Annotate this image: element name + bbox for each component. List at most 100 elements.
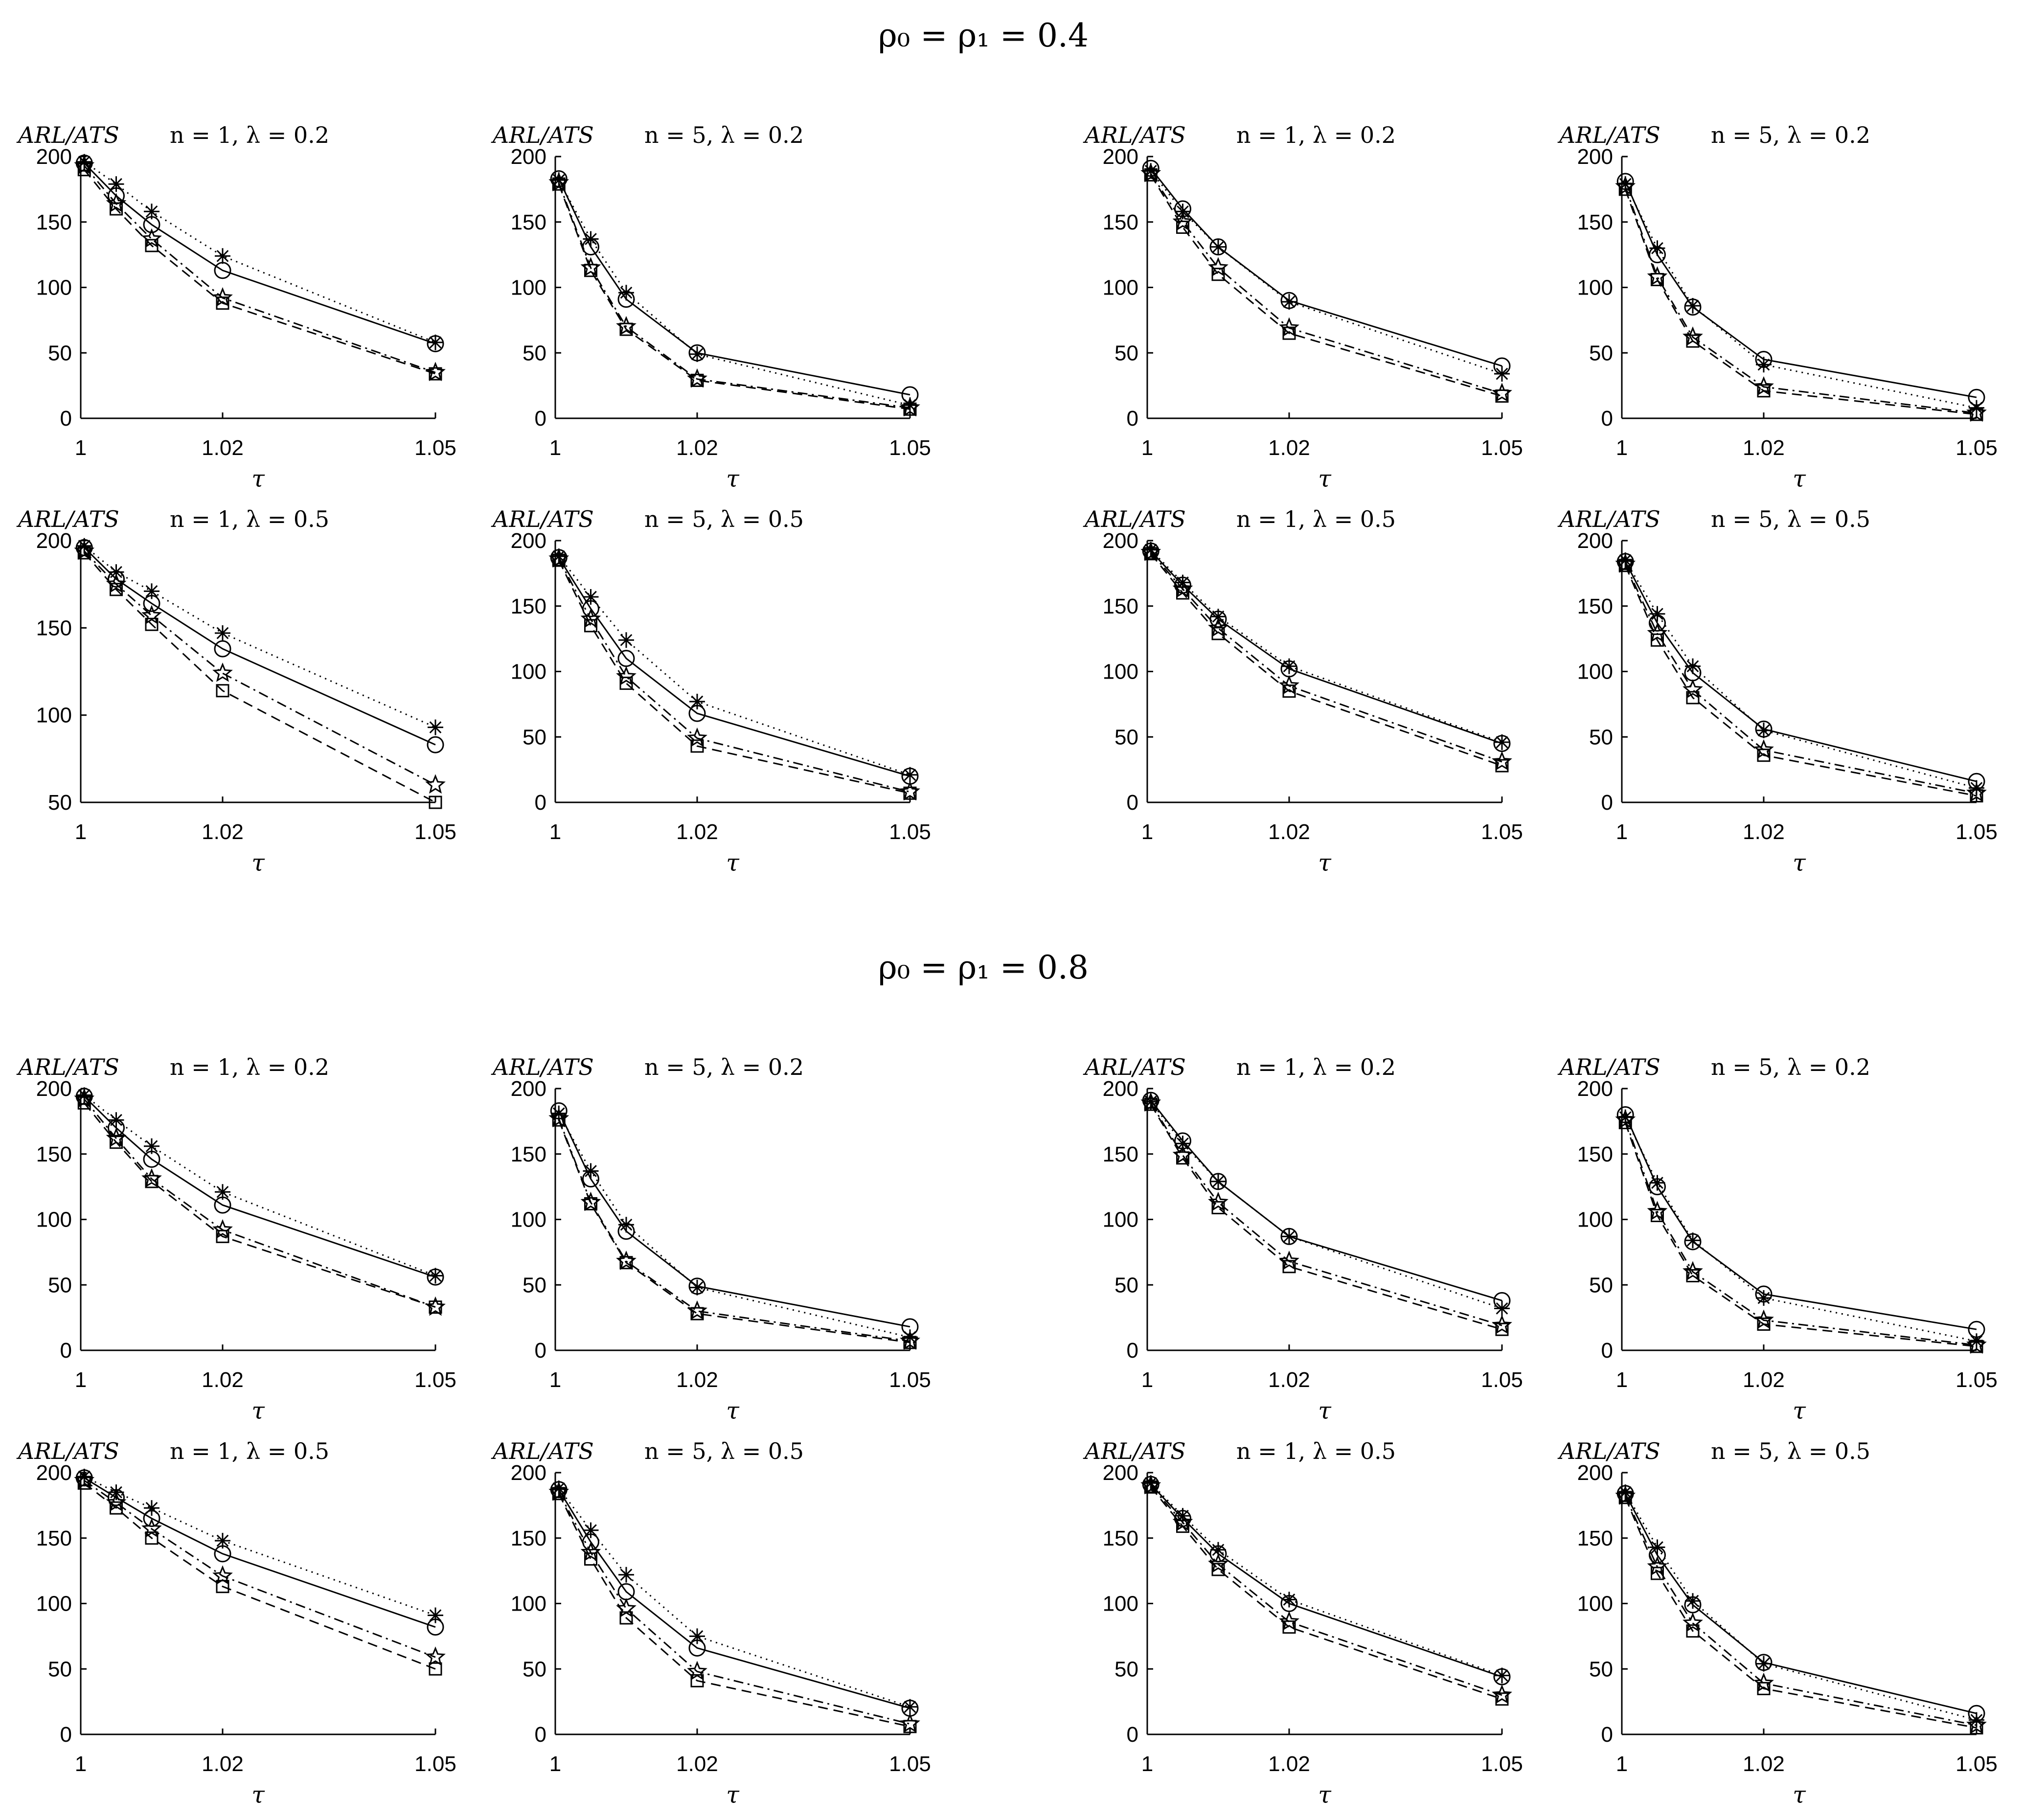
data-point-asterisk — [1281, 1228, 1297, 1245]
x-tick-label: 1.02 — [202, 1752, 244, 1776]
x-tick-label: 1 — [549, 1368, 561, 1392]
data-point-square — [552, 1487, 566, 1501]
y-tick-label: 200 — [511, 1461, 546, 1485]
data-point-asterisk — [428, 1268, 443, 1284]
data-point-square — [552, 1113, 566, 1127]
x-tick-label: 1.05 — [1481, 436, 1523, 460]
chart-panel: ARL/ATS n = 5, λ = 0.2 0 50 100 150 200 1 1.02 1.… — [491, 1054, 931, 1425]
y-tick-label: 150 — [36, 1526, 72, 1550]
y-axis-label: ARL/ATS — [1083, 1438, 1186, 1464]
data-point-asterisk — [1685, 298, 1701, 314]
data-point-asterisk — [1210, 1173, 1226, 1189]
data-point-star — [141, 605, 162, 625]
panel-title: n = 5, λ = 0.2 — [644, 122, 804, 148]
series-line-star — [1150, 173, 1502, 394]
panel-title: n = 1, λ = 0.2 — [1236, 1054, 1396, 1080]
data-point-star — [1208, 257, 1228, 277]
x-axis-label: τ — [1318, 849, 1332, 877]
series-line-square — [1150, 1486, 1502, 1700]
y-tick-label: 100 — [36, 1208, 72, 1232]
y-tick-label: 150 — [36, 210, 72, 234]
data-point-square — [903, 1720, 917, 1733]
data-point-square — [690, 1307, 704, 1320]
data-point-square — [619, 1611, 633, 1625]
x-tick-label: 1.02 — [1743, 1368, 1785, 1392]
y-tick-label: 50 — [1589, 341, 1613, 365]
series-line-square — [1150, 553, 1502, 767]
data-point-asterisk — [144, 204, 159, 220]
data-point-square — [77, 163, 91, 177]
data-point-square — [1211, 1201, 1225, 1214]
data-point-asterisk — [108, 176, 124, 192]
chart-panel: ARL/ATS n = 5, λ = 0.2 0 50 100 150 200 1 1.02 1.… — [1557, 1054, 1998, 1425]
y-tick-label: 100 — [511, 276, 546, 300]
data-point-square — [1176, 1520, 1189, 1533]
data-point-asterisk — [689, 694, 705, 709]
series-line-star — [558, 1492, 910, 1725]
x-tick-label: 1.02 — [676, 820, 718, 844]
x-tick-label: 1.05 — [414, 1752, 456, 1776]
y-tick-label: 100 — [1577, 660, 1613, 684]
y-axis-label: ARL/ATS — [491, 506, 594, 532]
x-axis-label: τ — [251, 1781, 265, 1809]
data-point-asterisk — [428, 334, 443, 350]
data-point-asterisk — [618, 632, 634, 648]
data-point-star — [1682, 1261, 1703, 1281]
data-point-star — [1492, 751, 1512, 771]
data-point-square — [1686, 1624, 1700, 1638]
data-point-asterisk — [583, 231, 599, 247]
data-point-square — [110, 202, 123, 216]
data-point-star — [580, 1542, 601, 1561]
data-point-star — [1279, 1611, 1299, 1631]
data-point-square — [77, 546, 91, 560]
data-point-asterisk — [215, 1533, 230, 1549]
y-axis-label: ARL/ATS — [16, 506, 119, 532]
data-point-star — [106, 1492, 127, 1512]
data-point-asterisk — [1685, 1593, 1701, 1609]
y-axis-label: ARL/ATS — [16, 1054, 119, 1080]
data-point-asterisk — [1494, 1667, 1510, 1684]
x-tick-label: 1 — [75, 820, 87, 844]
data-point-square — [1282, 684, 1296, 698]
x-axis-label: τ — [726, 1781, 740, 1809]
data-point-asterisk — [618, 1567, 634, 1583]
data-point-asterisk — [1210, 239, 1226, 255]
y-tick-label: 0 — [535, 1723, 546, 1747]
data-point-square — [1211, 268, 1225, 281]
y-tick-label: 150 — [1103, 1526, 1138, 1550]
y-tick-label: 0 — [535, 791, 546, 815]
data-point-square — [552, 553, 566, 567]
data-point-asterisk — [1494, 734, 1510, 750]
data-point-square — [1686, 1269, 1700, 1283]
data-point-asterisk — [618, 285, 634, 301]
y-tick-label: 0 — [535, 407, 546, 431]
series-line-asterisk — [1624, 183, 1977, 409]
x-tick-label: 1.02 — [1268, 436, 1310, 460]
data-point-square — [1144, 547, 1158, 561]
data-point-circle — [427, 736, 444, 753]
series-line-star — [558, 558, 910, 793]
data-point-star — [1647, 622, 1668, 642]
y-tick-label: 0 — [60, 1723, 72, 1747]
x-tick-label: 1.02 — [202, 1368, 244, 1392]
y-tick-label: 200 — [36, 1461, 72, 1485]
x-tick-label: 1.02 — [676, 436, 718, 460]
x-tick-label: 1 — [549, 1752, 561, 1776]
y-tick-label: 200 — [1577, 1461, 1613, 1485]
series-line-square — [84, 1482, 436, 1670]
data-point-square — [429, 1300, 442, 1314]
data-point-asterisk — [1143, 1475, 1159, 1491]
panel-title: n = 5, λ = 0.5 — [1711, 1438, 1870, 1464]
chart-panel: ARL/ATS n = 5, λ = 0.5 0 50 100 150 200 1 1.02 1.… — [491, 1438, 931, 1809]
x-tick-label: 1.05 — [889, 820, 931, 844]
x-axis-label: τ — [1318, 1397, 1332, 1425]
data-point-square — [145, 1175, 159, 1188]
data-point-star — [212, 287, 233, 307]
data-point-square — [1757, 1318, 1771, 1331]
series-line-circle — [84, 1096, 436, 1278]
x-axis-label: τ — [1793, 1781, 1806, 1809]
y-tick-label: 100 — [511, 1208, 546, 1232]
data-point-square — [1686, 691, 1700, 705]
